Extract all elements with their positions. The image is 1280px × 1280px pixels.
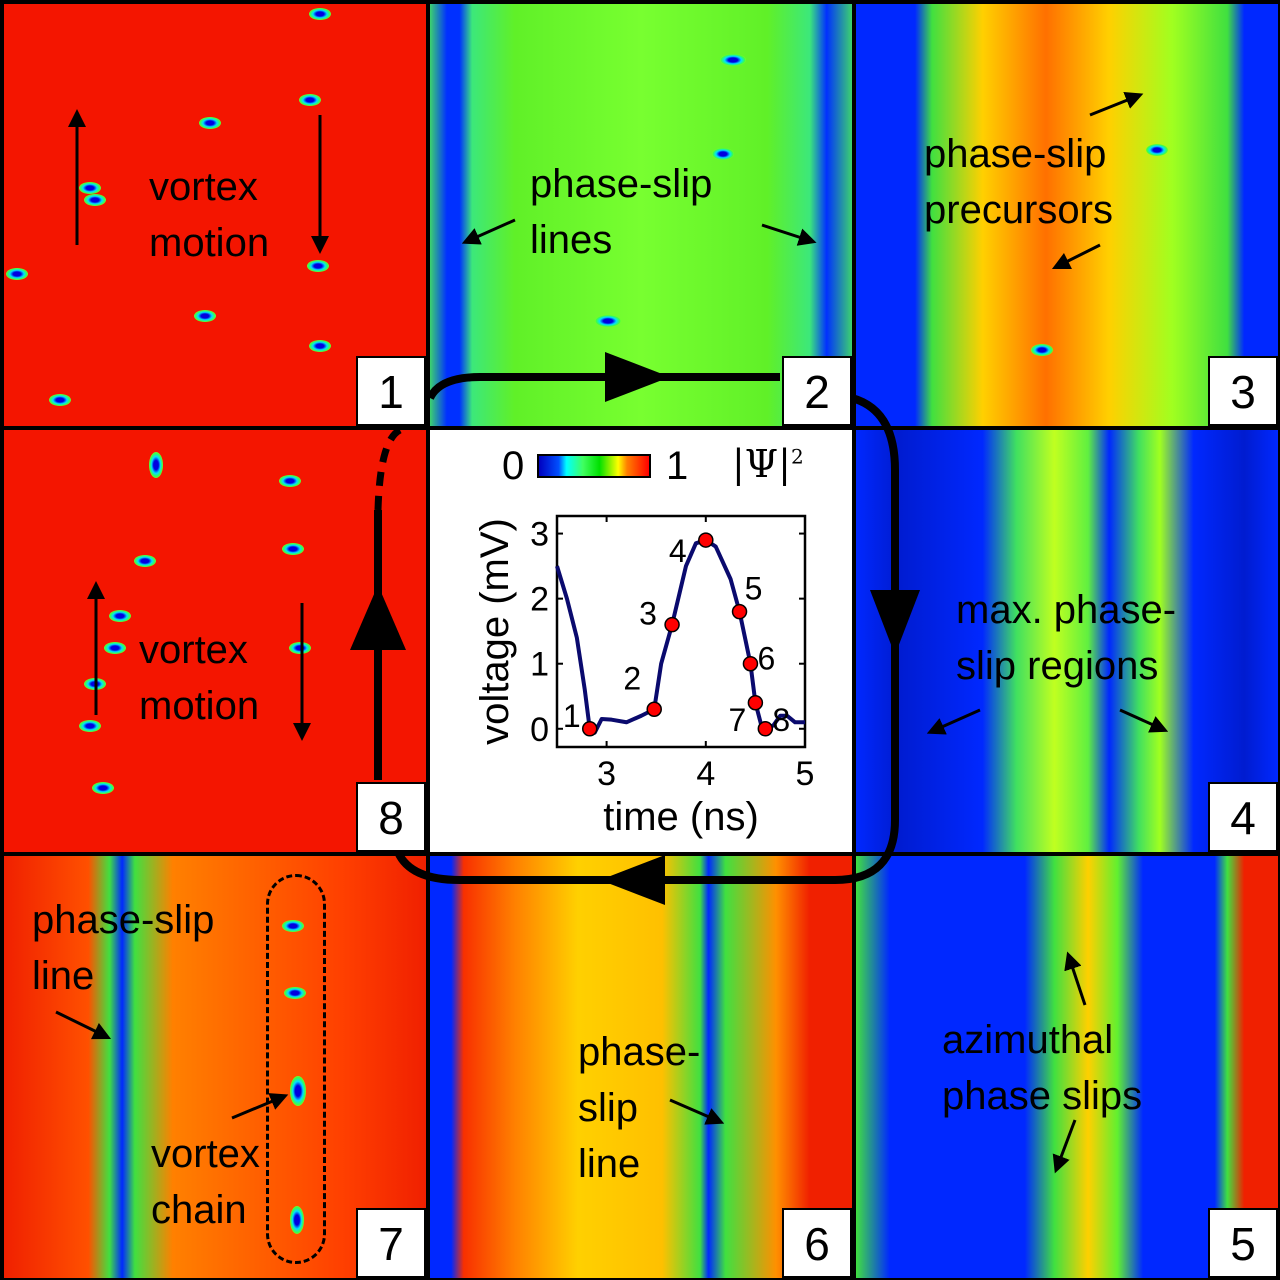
y-tick-label: 0: [530, 711, 549, 749]
panel-8: vortex motion 8: [4, 430, 426, 852]
panel-number: 1: [356, 356, 426, 426]
panel-label: phase-slip line: [32, 898, 215, 998]
state-marker: [742, 655, 759, 672]
state-marker-label: 5: [745, 571, 763, 607]
panel-number: 4: [1208, 782, 1278, 852]
state-marker-label: 7: [729, 702, 747, 738]
panel-label: vortex motion: [149, 165, 270, 265]
x-axis-label: time (ns): [603, 795, 759, 839]
panel-5: azimuthal phase slips 5: [856, 856, 1278, 1278]
x-tick-label: 5: [796, 755, 815, 793]
panel-number: 8: [356, 782, 426, 852]
state-marker-label: 4: [669, 533, 687, 569]
panel-number: 6: [782, 1208, 852, 1278]
panel-label: azimuthal phase slips: [942, 1018, 1143, 1118]
state-marker-label: 2: [623, 660, 641, 696]
state-marker: [664, 616, 680, 633]
panel-label: phase- slip line: [578, 1030, 701, 1186]
state-marker: [581, 721, 598, 737]
panel-number: 7: [356, 1208, 426, 1278]
y-tick-label: 1: [530, 646, 549, 684]
panel-number: 3: [1208, 356, 1278, 426]
state-marker: [757, 721, 774, 737]
state-marker: [731, 603, 748, 620]
state-marker-label: 8: [772, 702, 790, 738]
panel-2: phase-slip lines 2: [430, 4, 852, 426]
panel-4: max. phase- slip regions 4: [856, 430, 1278, 852]
panel-6: phase- slip line 6: [430, 856, 852, 1278]
y-axis-label: voltage (mV): [473, 518, 517, 745]
state-marker-label: 6: [758, 641, 776, 677]
panel-7: phase-slip line vortex chain 7: [4, 856, 426, 1278]
state-marker-label: 3: [639, 596, 657, 632]
panel-number: 5: [1208, 1208, 1278, 1278]
state-marker-label: 1: [563, 698, 581, 734]
panel-3: phase-slip precursors 3: [856, 4, 1278, 426]
y-tick-label: 3: [530, 516, 549, 554]
state-marker: [698, 532, 714, 548]
panel-label: max. phase- slip regions: [956, 588, 1177, 688]
state-marker: [747, 695, 764, 711]
x-tick-label: 3: [597, 755, 616, 793]
panel-label: phase-slip lines: [530, 162, 713, 262]
voltage-inset: 0 1 |Ψ|2 3 4 5 0 1 2 3 time (ns) voltage (mV) 1 2 3…: [430, 430, 852, 852]
panel-label: vortex chain: [151, 1132, 260, 1232]
y-tick-label: 2: [530, 581, 549, 619]
panel-label: phase-slip precursors: [924, 132, 1113, 232]
x-tick-label: 4: [696, 755, 715, 793]
panel-1: vortex motion 1: [4, 4, 426, 426]
panel-number: 2: [782, 356, 852, 426]
vortex-chain-outline: [266, 874, 326, 1264]
state-marker: [646, 701, 662, 718]
panel-label: vortex motion: [139, 628, 260, 728]
